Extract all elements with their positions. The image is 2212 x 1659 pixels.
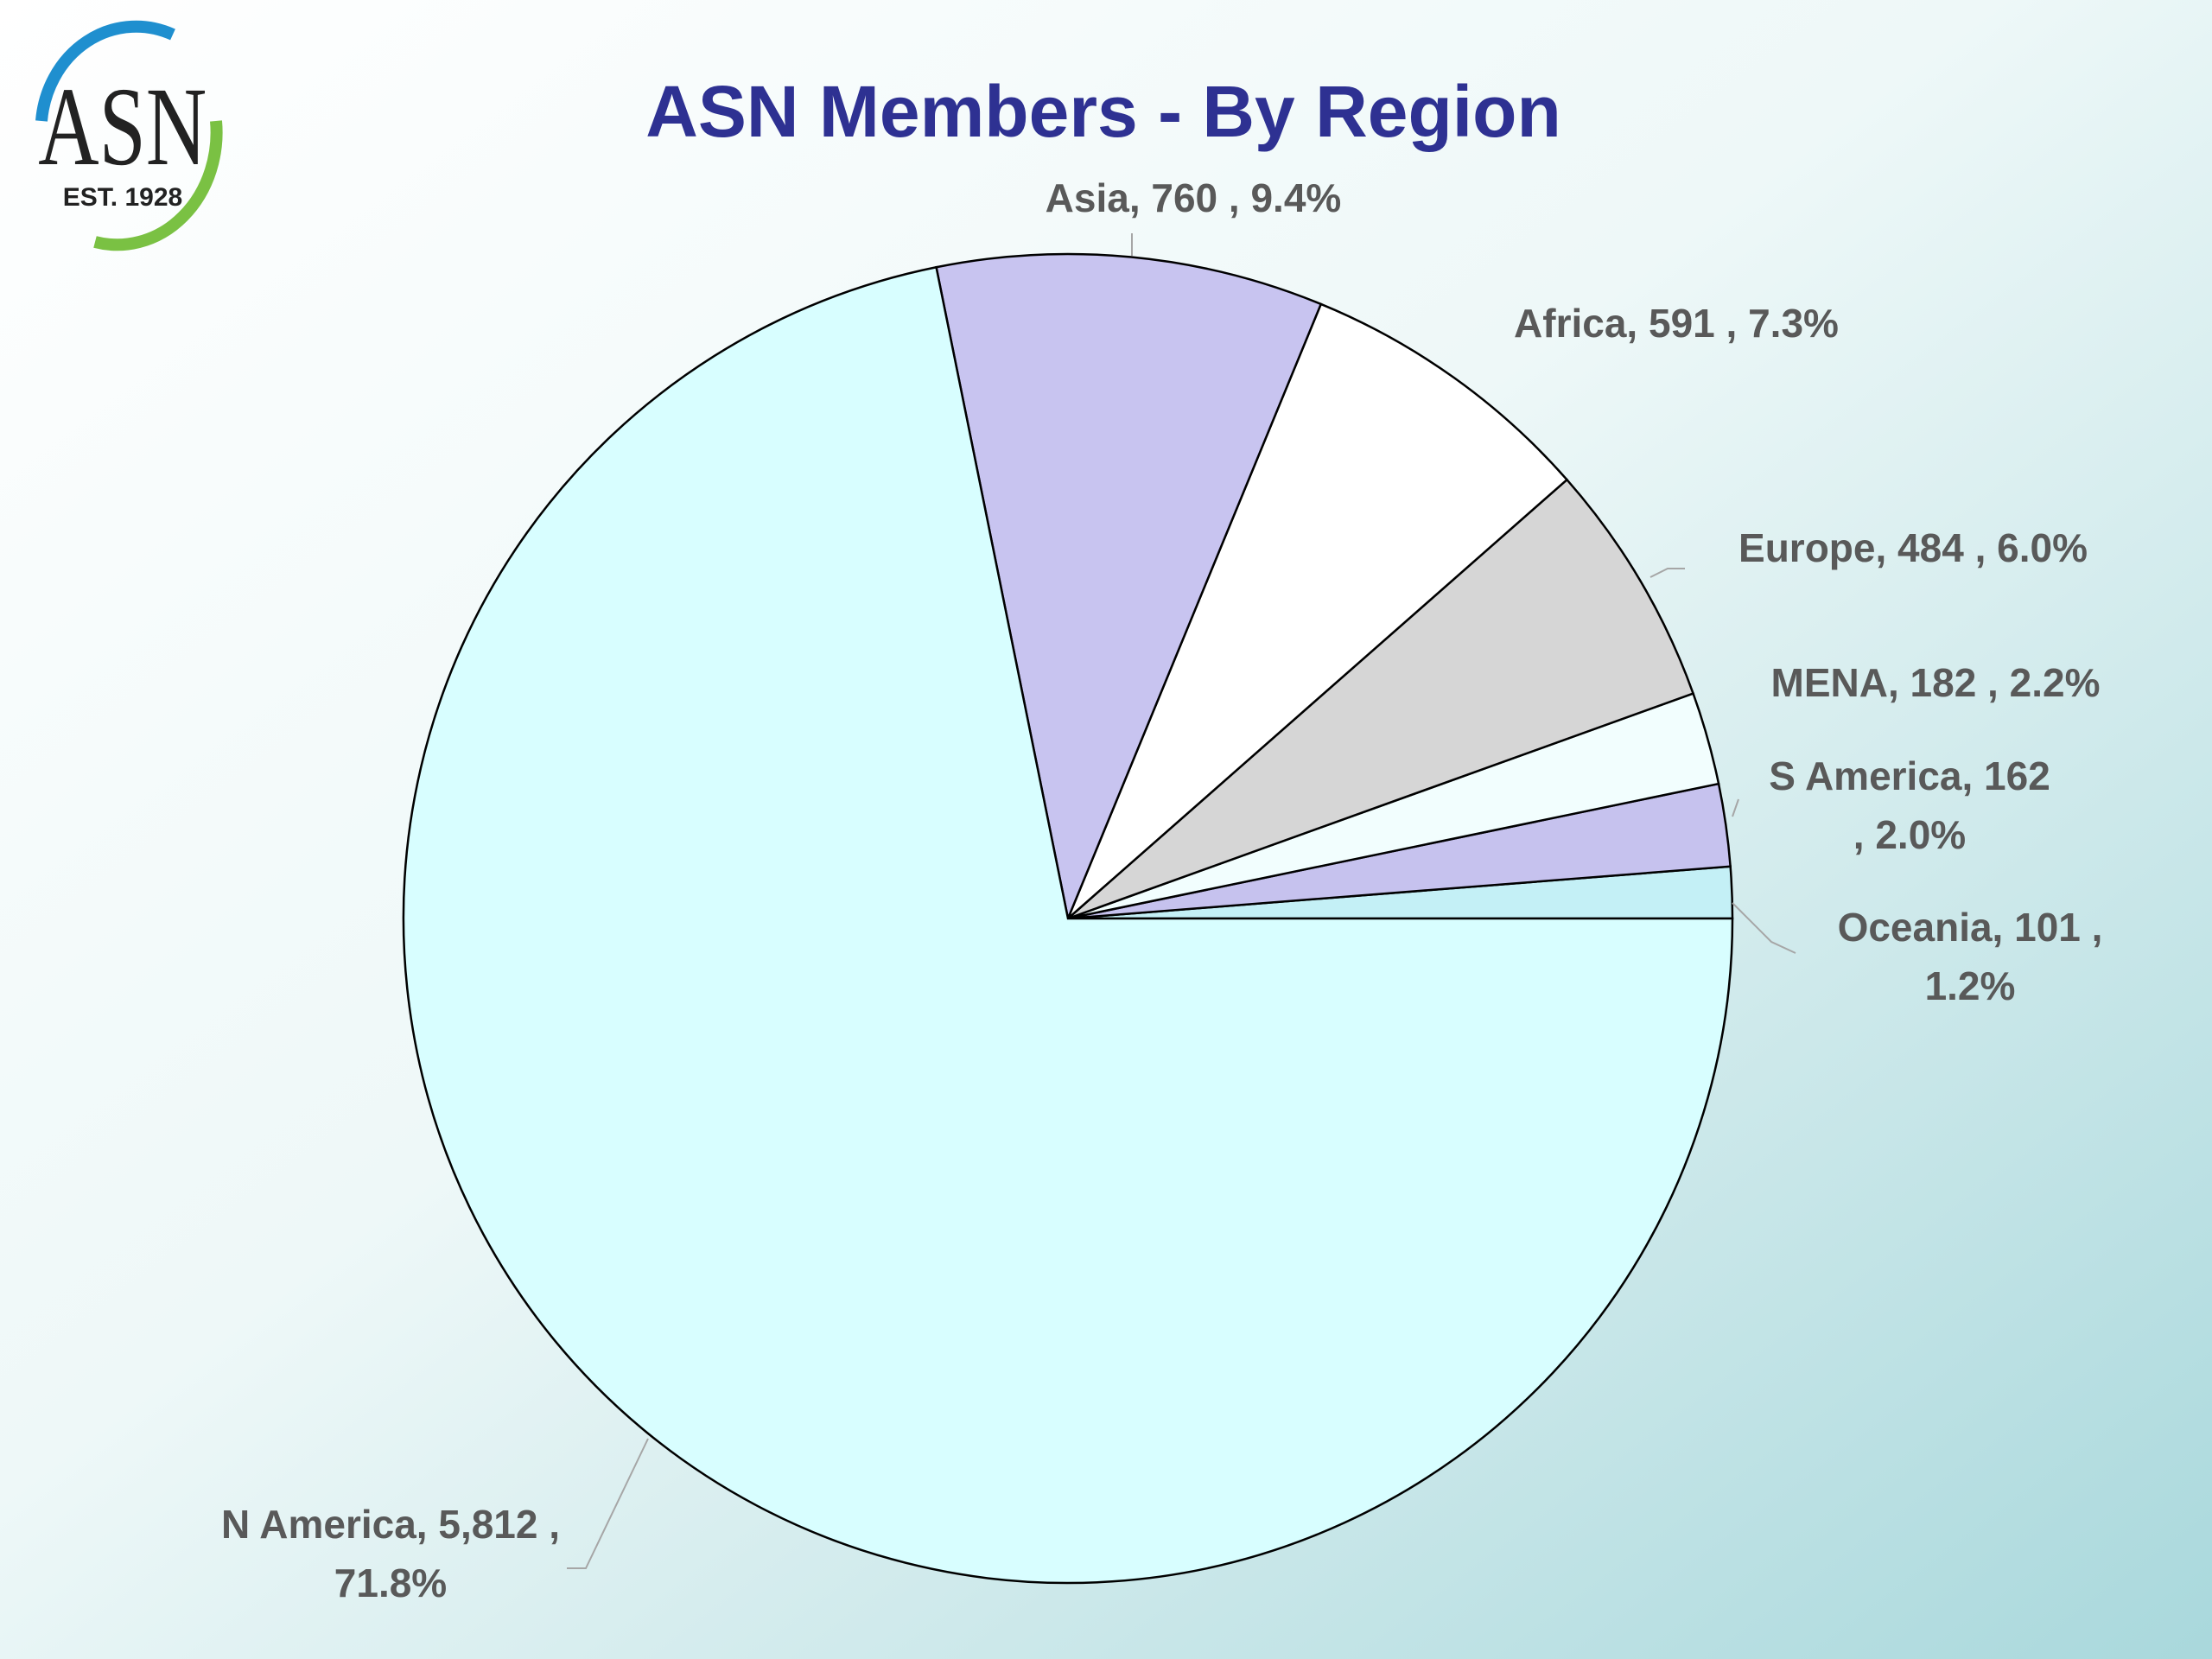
- pie-slice: [402, 265, 1734, 1585]
- leader-line: [1732, 798, 1739, 817]
- data-label: , 2.0%: [1853, 812, 1966, 857]
- data-label: Oceania, 101 ,: [1838, 905, 2103, 950]
- logo: ASN EST. 1928: [35, 20, 223, 251]
- pie-slice: [1066, 302, 1569, 919]
- data-label: 1.2%: [1925, 963, 2016, 1008]
- leader-line: [1649, 568, 1685, 578]
- chart-title: ASN Members - By Region: [645, 71, 1561, 152]
- data-label: S America, 162: [1769, 753, 2050, 798]
- logo-text: ASN: [38, 65, 207, 189]
- data-label: Asia, 760 , 9.4%: [1046, 175, 1342, 220]
- pie-slice: [935, 252, 1323, 923]
- logo-arc-green: [93, 120, 223, 251]
- logo-subtext: EST. 1928: [63, 183, 182, 212]
- labels: Oceania, 101 , 1.2% S America, 162 , 2.0% ME…: [221, 175, 2102, 1605]
- pie-slice: [1067, 478, 1695, 920]
- data-label: 71.8%: [334, 1560, 447, 1605]
- logo-arc-blue: [35, 20, 175, 122]
- pie: [402, 252, 1734, 1585]
- leader-line: [567, 1438, 649, 1569]
- data-label: Africa, 591 , 7.3%: [1514, 301, 1839, 346]
- leader-line: [1732, 902, 1796, 954]
- data-label: MENA, 182 , 2.2%: [1771, 660, 2101, 705]
- data-label: N America, 5,812 ,: [221, 1502, 560, 1547]
- data-label: Europe, 484 , 6.0%: [1738, 525, 2088, 570]
